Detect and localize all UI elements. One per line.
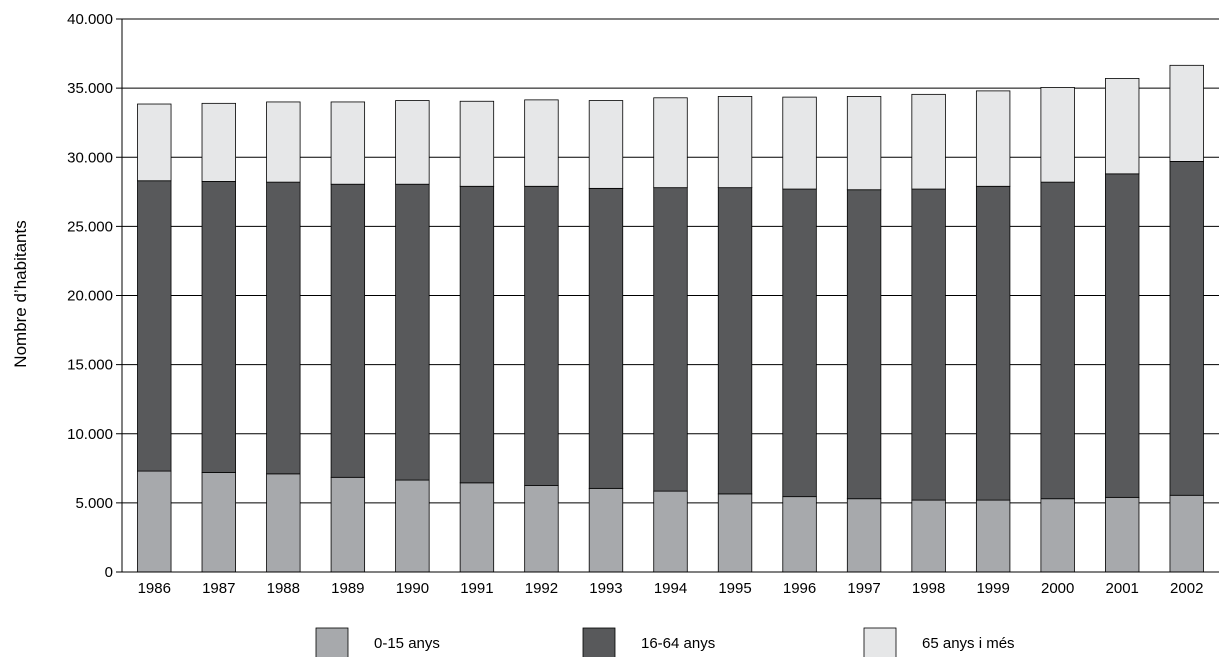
legend: 0-15 anys 16-64 anys 65 anys i més bbox=[315, 627, 1015, 657]
bar-segment-young bbox=[911, 499, 946, 573]
bar-segment-senior bbox=[588, 100, 624, 189]
x-tick-label: 1994 bbox=[654, 580, 687, 597]
bar-segment-young bbox=[1169, 494, 1204, 573]
y-tick-label: 5.000 bbox=[75, 495, 113, 512]
bar-segment-adult bbox=[1105, 173, 1140, 498]
bar-segment-senior bbox=[459, 100, 495, 187]
x-tick-label: 1988 bbox=[267, 580, 300, 597]
bar-segment-adult bbox=[524, 185, 559, 486]
legend-swatch bbox=[582, 627, 616, 657]
bar-segment-young bbox=[1040, 498, 1075, 573]
legend-label: 16-64 anys bbox=[641, 635, 715, 652]
bar-segment-young bbox=[782, 496, 817, 573]
legend-swatch bbox=[863, 627, 897, 657]
y-tick-label: 25.000 bbox=[67, 218, 113, 235]
x-tick-label: 1999 bbox=[976, 580, 1009, 597]
x-tick-label: 2000 bbox=[1041, 580, 1074, 597]
bar-segment-young bbox=[459, 482, 495, 573]
bar-segment-senior bbox=[395, 100, 430, 185]
y-tick-label: 20.000 bbox=[67, 288, 113, 305]
y-tick-label: 15.000 bbox=[67, 357, 113, 374]
legend-label: 0-15 anys bbox=[374, 635, 440, 652]
bar-segment-adult bbox=[717, 187, 753, 495]
bar-segment-senior bbox=[846, 96, 882, 191]
bar-segment-senior bbox=[524, 99, 559, 187]
bar-segment-young bbox=[395, 479, 430, 573]
x-tick-label: 2002 bbox=[1170, 580, 1203, 597]
bar-segment-senior bbox=[330, 101, 366, 185]
bar-segment-adult bbox=[395, 183, 430, 481]
x-tick-label: 1995 bbox=[718, 580, 751, 597]
bar-segment-adult bbox=[201, 181, 236, 473]
y-tick-label: 35.000 bbox=[67, 80, 113, 97]
bar-segment-young bbox=[717, 493, 753, 573]
bar-segment-senior bbox=[201, 102, 236, 182]
bar-segment-senior bbox=[975, 90, 1011, 187]
y-axis-ticks: 0 5.000 10.000 15.000 20.000 25.000 30.000 35.0… bbox=[67, 11, 122, 581]
x-axis-ticks: 1986 1987 1988 1989 1990 1991 1992 1993 1994 1995… bbox=[138, 580, 1204, 597]
bar-segment-senior bbox=[653, 97, 688, 189]
bar-segment-young bbox=[524, 485, 559, 573]
bar-segment-adult bbox=[588, 187, 624, 489]
bar-segment-adult bbox=[330, 183, 366, 478]
x-tick-label: 1987 bbox=[202, 580, 235, 597]
x-tick-label: 1996 bbox=[783, 580, 816, 597]
bar-segment-adult bbox=[653, 187, 688, 492]
legend-swatch bbox=[315, 627, 349, 657]
x-tick-label: 1989 bbox=[331, 580, 364, 597]
y-tick-label: 30.000 bbox=[67, 149, 113, 166]
y-tick-label: 40.000 bbox=[67, 11, 113, 28]
bars bbox=[137, 64, 1204, 573]
bar-segment-young bbox=[137, 470, 172, 573]
bar-segment-adult bbox=[266, 181, 301, 475]
bar-segment-young bbox=[653, 490, 688, 573]
bar-segment-adult bbox=[137, 180, 172, 472]
bar-segment-adult bbox=[1040, 181, 1075, 500]
bar-segment-adult bbox=[975, 185, 1011, 501]
y-tick-label: 10.000 bbox=[67, 426, 113, 443]
x-tick-label: 1997 bbox=[847, 580, 880, 597]
bar-segment-senior bbox=[1040, 87, 1075, 183]
bar-segment-senior bbox=[717, 96, 753, 189]
bar-segment-young bbox=[330, 476, 366, 573]
bar-segment-adult bbox=[846, 189, 882, 500]
x-tick-label: 1998 bbox=[912, 580, 945, 597]
bar-segment-young bbox=[975, 499, 1011, 573]
bar-segment-senior bbox=[137, 103, 172, 182]
bar-segment-senior bbox=[1105, 78, 1140, 175]
bar-segment-adult bbox=[782, 188, 817, 498]
x-tick-label: 1990 bbox=[396, 580, 429, 597]
bar-segment-young bbox=[201, 472, 236, 573]
bar-segment-young bbox=[266, 473, 301, 573]
y-tick-label: 0 bbox=[105, 564, 113, 581]
x-tick-label: 1991 bbox=[460, 580, 493, 597]
legend-label: 65 anys i més bbox=[922, 635, 1015, 652]
bar-segment-adult bbox=[459, 185, 495, 484]
bar-segment-adult bbox=[1169, 160, 1204, 496]
x-tick-label: 2001 bbox=[1106, 580, 1139, 597]
bar-segment-senior bbox=[782, 96, 817, 190]
bar-segment-senior bbox=[266, 101, 301, 183]
x-tick-label: 1993 bbox=[589, 580, 622, 597]
bar-segment-senior bbox=[911, 93, 946, 190]
bar-segment-young bbox=[846, 498, 882, 573]
y-axis-title: Nombre d’habitants bbox=[11, 220, 30, 367]
bar-segment-adult bbox=[911, 188, 946, 501]
x-tick-label: 1986 bbox=[138, 580, 171, 597]
bar-segment-senior bbox=[1169, 64, 1204, 162]
bar-segment-young bbox=[588, 487, 624, 573]
x-tick-label: 1992 bbox=[525, 580, 558, 597]
bar-segment-young bbox=[1105, 496, 1140, 573]
